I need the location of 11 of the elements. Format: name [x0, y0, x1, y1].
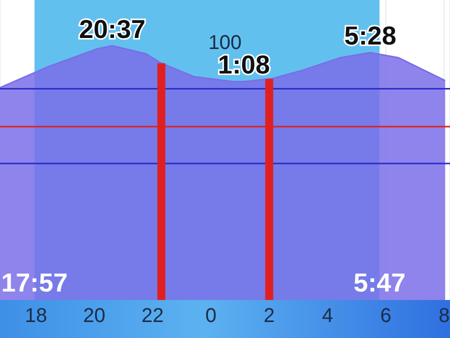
- x-tick-label: 22: [141, 305, 164, 328]
- annotation: 20:37: [79, 14, 146, 44]
- x-tick-label: 20: [83, 305, 106, 328]
- x-tick-label: 0: [205, 305, 216, 328]
- x-tick-label: 2: [264, 305, 275, 328]
- x-tick-label: 4: [322, 305, 334, 328]
- annotation: 17:57: [1, 268, 68, 298]
- x-tick-label: 6: [380, 305, 392, 328]
- x-tick-label: 8: [438, 305, 450, 328]
- x-tick-label: 18: [24, 305, 48, 328]
- annotation: 5:47: [354, 268, 406, 298]
